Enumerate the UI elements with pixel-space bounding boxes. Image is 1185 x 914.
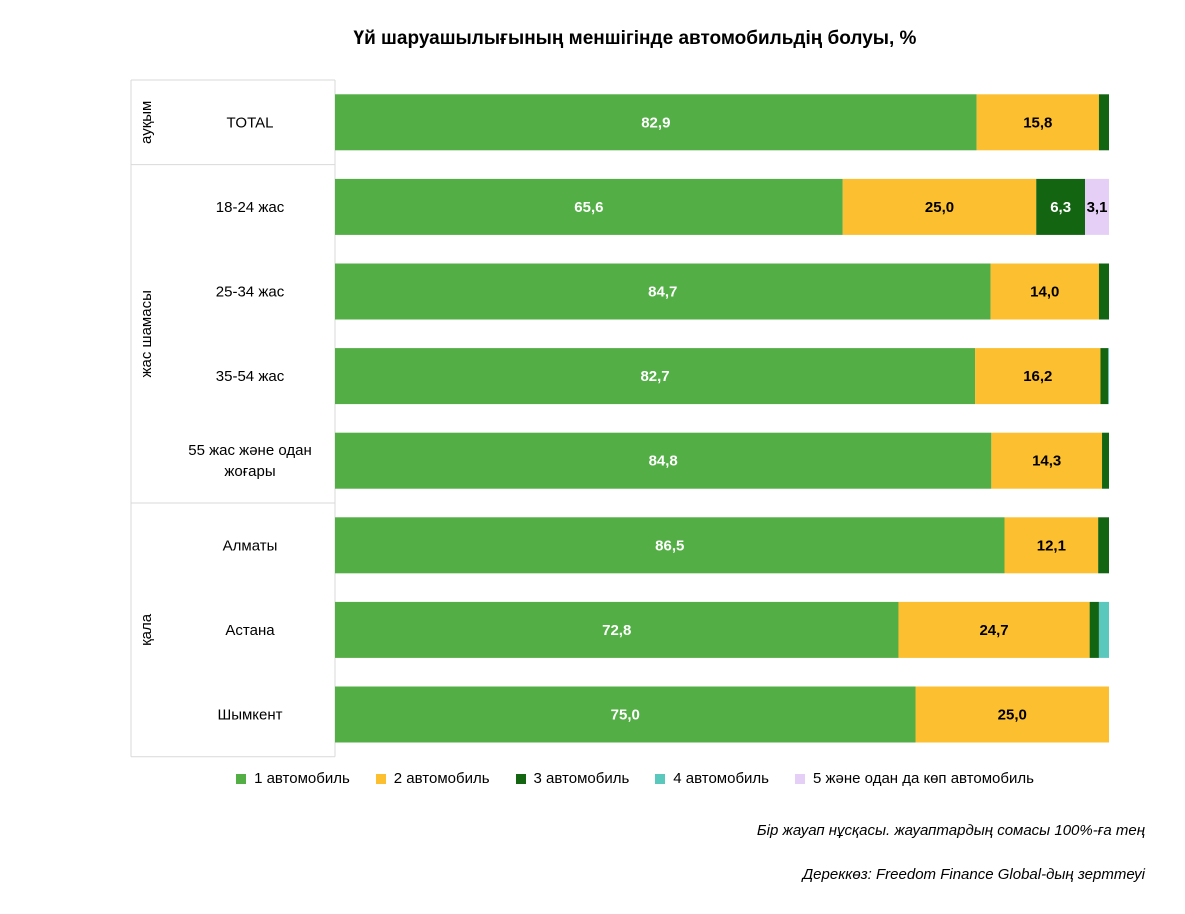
data-label: 24,7	[979, 622, 1008, 639]
bar-segment	[1108, 348, 1109, 405]
data-label: 14,3	[1032, 453, 1061, 470]
group-label: қала	[138, 613, 155, 646]
legend-item: 2 автомобиль	[375, 770, 490, 787]
legend-swatch	[515, 773, 526, 784]
bar-segment	[1004, 517, 1099, 574]
data-label: 84,8	[649, 453, 678, 470]
footnote-source: Дереккөз: Freedom Finance Global-дың зер…	[802, 866, 1145, 883]
bar-segment	[335, 601, 899, 658]
category-label: 55 жас және одан жоғары	[188, 442, 311, 480]
bar-segment	[976, 94, 1099, 151]
legend-label: 5 және одан да көп автомобиль	[813, 770, 1034, 787]
bar-segment	[1098, 94, 1109, 151]
chart-title: Үй шаруашылығының меншігінде автомобильд…	[353, 28, 917, 49]
data-label: 84,7	[648, 284, 677, 301]
data-label: 82,7	[640, 368, 669, 385]
data-label: 75,0	[611, 707, 640, 724]
data-label: 16,2	[1023, 368, 1052, 385]
category-label: TOTAL	[227, 114, 274, 131]
legend-swatch	[375, 773, 386, 784]
group-label: жас шамасы	[138, 290, 155, 377]
bar-segment	[990, 263, 1099, 320]
bar-segment	[335, 432, 992, 489]
data-label: 82,9	[641, 114, 670, 131]
stacked-bar-chart: ауқым жас шамасы қала TOTAL 18-24 жас 25-34 ж…	[130, 79, 1109, 758]
data-label: 3,1	[1087, 199, 1108, 216]
category-label: 25-34 жас	[216, 284, 285, 301]
category-label: 18-24 жас	[216, 199, 285, 216]
category-label: Астана	[225, 622, 275, 639]
category-label: Алматы	[223, 537, 278, 554]
legend-item: 1 автомобиль	[236, 770, 350, 787]
group-label: ауқым	[138, 101, 155, 144]
bar-segment	[335, 178, 843, 235]
bar-segment	[975, 348, 1101, 405]
data-label: 12,1	[1037, 537, 1066, 554]
bar-segment	[842, 178, 1037, 235]
bar-segment	[335, 348, 976, 405]
bar-segment	[335, 263, 991, 320]
data-label: 65,6	[574, 199, 603, 216]
bar-segment	[1098, 517, 1109, 574]
legend-label: 2 автомобиль	[393, 770, 490, 787]
legend-swatch	[795, 773, 805, 784]
bar-segment	[1100, 348, 1109, 405]
legend-item: 4 автомобиль	[655, 770, 769, 787]
bar-segment	[1085, 178, 1109, 235]
data-label: 86,5	[655, 537, 684, 554]
legend-label: 3 автомобиль	[533, 770, 630, 787]
bar-segment	[1089, 601, 1099, 658]
data-label: 6,3	[1050, 199, 1071, 216]
legend-item: 3 автомобиль	[515, 770, 630, 787]
legend-swatch	[236, 773, 247, 784]
legend-item: 5 және одан да көп автомобиль	[795, 770, 1034, 787]
bar-segment	[991, 432, 1103, 489]
bar-segment	[335, 517, 1005, 574]
category-label: 35-54 жас	[216, 368, 285, 385]
data-label: 14,0	[1030, 284, 1059, 301]
legend: 1 автомобиль 2 автомобиль 3 автомобиль 4 ав…	[0, 770, 1185, 787]
bar-segment	[1102, 432, 1109, 489]
bar-segment	[1098, 263, 1109, 320]
footnote-note: Бір жауап нұсқасы. жауаптардың сомасы 10…	[756, 822, 1145, 839]
data-label: 72,8	[602, 622, 631, 639]
data-label: 25,0	[998, 707, 1027, 724]
legend-label: 1 автомобиль	[254, 770, 350, 787]
data-label: 25,0	[925, 199, 954, 216]
legend-label: 4 автомобиль	[673, 770, 769, 787]
legend-swatch	[655, 773, 666, 784]
bar-segment	[915, 686, 1109, 743]
bar-segment	[335, 686, 916, 743]
category-label: Шымкент	[217, 707, 282, 724]
bar-segment	[335, 94, 977, 151]
bar-segment	[898, 601, 1090, 658]
bar-segment	[1098, 601, 1109, 658]
bar-segment	[1036, 178, 1086, 235]
data-label: 15,8	[1023, 114, 1052, 131]
